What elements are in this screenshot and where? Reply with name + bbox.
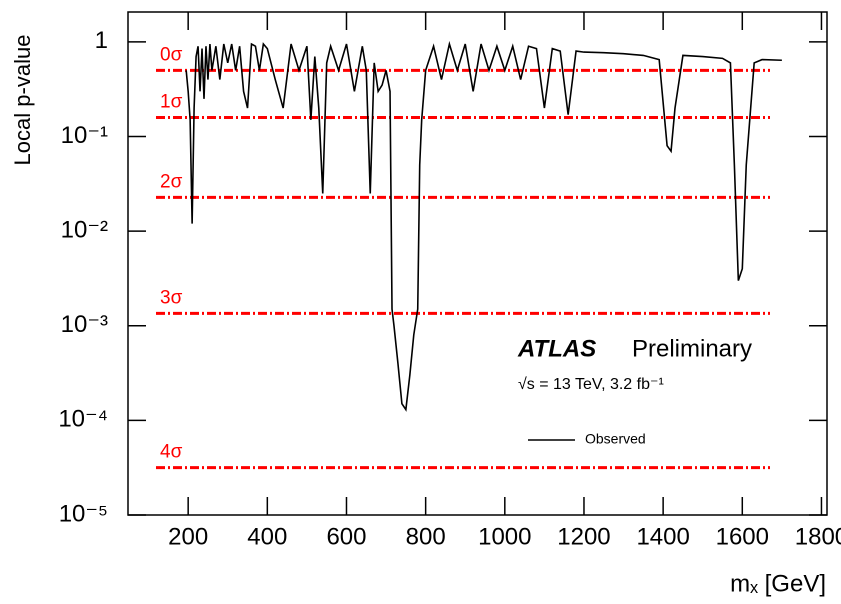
- x-axis-label: mₓ [GeV]: [730, 570, 826, 597]
- x-tick-label: 1200: [557, 523, 610, 550]
- y-tick-label: 10⁻³: [61, 311, 108, 338]
- series-line: [185, 40, 782, 412]
- x-tick-label: 400: [247, 523, 287, 550]
- y-tick-label: 10⁻²: [61, 216, 108, 243]
- legend-label: Observed: [585, 431, 646, 447]
- x-tick-label: 1000: [478, 523, 531, 550]
- y-tick-label: 10⁻⁴: [58, 406, 108, 433]
- experiment-label: ATLAS: [517, 335, 596, 362]
- status-label: Preliminary: [632, 335, 752, 362]
- y-tick-label: 10⁻⁵: [59, 500, 108, 527]
- x-tick-label: 1600: [716, 523, 769, 550]
- sigma-label: 2σ: [160, 171, 183, 192]
- x-tick-label: 800: [406, 523, 446, 550]
- x-tick-label: 1400: [636, 523, 689, 550]
- sigma-label: 1σ: [160, 92, 183, 113]
- sigma-label: 0σ: [160, 44, 183, 65]
- y-axis-label: Local p-value: [10, 35, 35, 166]
- x-tick-label: 600: [326, 523, 366, 550]
- sigma-label: 4σ: [160, 442, 183, 463]
- y-tick-label: 1: [95, 27, 108, 54]
- energy-label: √s = 13 TeV, 3.2 fb⁻¹: [518, 376, 664, 393]
- x-tick-label: 200: [168, 523, 208, 550]
- plot-frame: [127, 11, 828, 516]
- sigma-label: 3σ: [160, 287, 183, 308]
- y-tick-label: 10⁻¹: [61, 122, 108, 149]
